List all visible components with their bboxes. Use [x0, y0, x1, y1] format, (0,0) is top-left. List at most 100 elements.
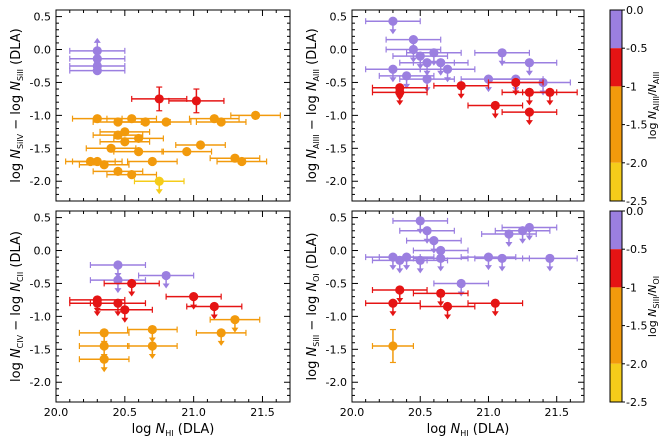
marker [442, 301, 453, 312]
data-point [96, 305, 153, 323]
data-point [161, 147, 213, 157]
limit-arrow-down [389, 311, 397, 317]
marker [120, 305, 130, 315]
colorbar-label-part: / [646, 293, 659, 297]
y-tick-label: -1.0 [30, 109, 51, 122]
data-point [392, 51, 449, 70]
data-point [371, 285, 428, 304]
marker [99, 341, 109, 351]
data-point [501, 222, 558, 241]
data-point [521, 87, 578, 106]
limit-arrow-down [525, 100, 533, 106]
marker [127, 170, 137, 180]
data-point [365, 64, 421, 83]
limit-arrow-down [505, 242, 513, 248]
y-tick-label: 0.5 [330, 212, 348, 225]
colorbar-band [610, 363, 622, 402]
limit-arrow-down [546, 100, 554, 106]
limit-arrow-down [148, 337, 156, 343]
marker [209, 301, 219, 312]
y-tick-label: -0.5 [326, 76, 347, 89]
series-red [365, 285, 524, 320]
limit-arrow-down [437, 266, 445, 272]
marker [545, 253, 555, 264]
y-axis-label-part: N [305, 347, 320, 357]
limit-arrow-down [155, 189, 163, 195]
limit-arrow-up [93, 52, 101, 58]
marker [147, 324, 157, 335]
marker [422, 74, 432, 84]
data-point [89, 260, 147, 279]
y-tick-label: -1.5 [326, 142, 347, 155]
limit-arrow-down [416, 268, 424, 274]
limit-arrow-down [491, 311, 499, 317]
marker [456, 278, 466, 289]
marker [524, 58, 535, 68]
series-purple [89, 260, 195, 294]
limit-arrow-down [484, 265, 492, 271]
marker [154, 94, 164, 104]
marker [436, 253, 446, 264]
limit-arrow-down [498, 266, 506, 272]
colorbar-label-part: log [646, 317, 659, 337]
data-point [188, 114, 240, 124]
x-axis-label-part: HI [165, 429, 173, 438]
marker [511, 77, 521, 88]
marker [216, 328, 226, 338]
limit-arrow-down [444, 314, 452, 320]
data-point [137, 270, 195, 289]
marker [497, 48, 507, 58]
x-axis-label-part: log [132, 422, 156, 437]
limit-arrow-down [484, 87, 492, 93]
colorbar-tick-label: -2.0 [626, 358, 647, 371]
x-axis-label: log NHI (DLA) [132, 422, 215, 438]
marker [147, 156, 157, 167]
y-axis-label-part: AlII [312, 69, 321, 81]
y-axis-label: log NCIV − log NCII (DLA) [9, 231, 25, 382]
x-tick-label: 21.5 [250, 406, 275, 419]
limit-arrow-down [100, 367, 108, 373]
data-point [89, 298, 147, 317]
limit-arrow-down [396, 268, 404, 274]
series-red [69, 278, 243, 323]
data-point [103, 278, 160, 297]
marker [490, 100, 500, 111]
colorbar-frame [609, 9, 623, 202]
data-point [501, 107, 558, 126]
data-point [126, 156, 178, 167]
colorbar-band [610, 162, 622, 201]
colorbar-tick-label: -2.5 [626, 195, 647, 208]
data-point [133, 176, 185, 195]
marker [120, 127, 130, 137]
marker [524, 107, 535, 117]
colorbar-label-part: AlII [652, 72, 661, 84]
axes-frame [55, 9, 291, 202]
y-axis-label-part: N [9, 81, 24, 91]
marker [524, 222, 535, 233]
marker [147, 341, 157, 351]
series-red [131, 86, 225, 114]
data-point [365, 16, 421, 35]
limit-arrow-down [93, 311, 101, 317]
marker [408, 44, 419, 55]
x-tick-label: 20.5 [113, 406, 138, 419]
data-point [521, 253, 578, 272]
data-point [419, 301, 476, 320]
marker [436, 245, 446, 256]
marker [250, 110, 261, 120]
limit-arrow-down [457, 93, 465, 99]
x-tick-label: 20.5 [408, 406, 433, 419]
limit-arrow-down [389, 29, 397, 35]
y-axis-label-part: N [305, 282, 320, 292]
limit-arrow-down [396, 100, 404, 106]
y-tick-label: 0.5 [34, 212, 52, 225]
x-axis-label-part: HI [460, 429, 468, 438]
x-tick-label: 20.0 [340, 406, 365, 419]
y-axis-label-part: − log [305, 292, 320, 335]
marker [442, 64, 453, 74]
data-point [89, 275, 147, 294]
x-axis-label-part: N [156, 422, 166, 437]
